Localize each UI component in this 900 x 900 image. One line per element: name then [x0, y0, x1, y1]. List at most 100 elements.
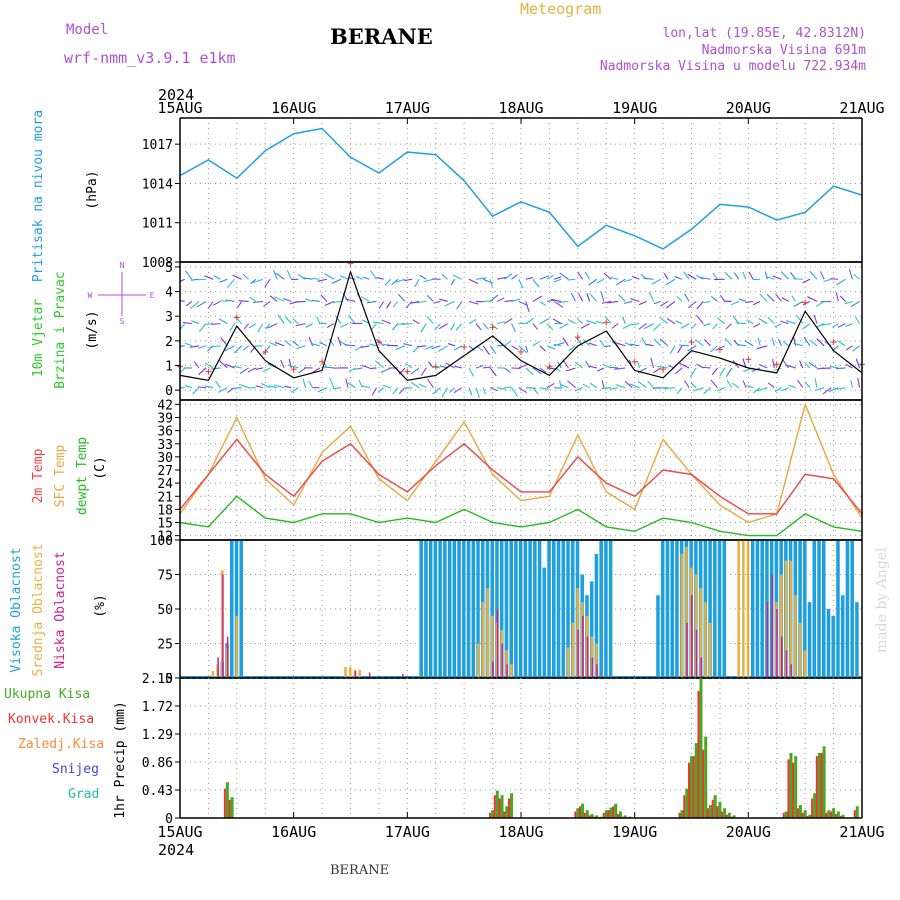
wind-arrow: [255, 367, 263, 370]
wind-arrow: [269, 295, 278, 302]
wind-arrow: [468, 387, 473, 396]
wind-arrow: [452, 274, 463, 280]
wind-arrow: [475, 387, 480, 398]
wind-arrow: [405, 301, 413, 309]
wind-arrow: [339, 275, 349, 280]
wind-arrow: [632, 275, 640, 280]
wind-arrow: [414, 278, 420, 288]
wind-arrow: [282, 297, 292, 302]
wind-arrow: [249, 296, 257, 302]
y-tick-label: 1.72: [142, 700, 173, 715]
precip-convective-bar: [602, 812, 605, 818]
precip-convective-bar: [688, 762, 690, 818]
precip-total-bar: [614, 803, 618, 818]
cloud-high-bar: [499, 540, 504, 678]
wind-arrow: [689, 367, 697, 378]
wind-arrow: [360, 296, 370, 302]
wind-arrow: [680, 323, 690, 329]
wind-arrow: [630, 298, 640, 302]
wind-arrow: [703, 338, 711, 347]
wind-arrow: [425, 345, 434, 350]
wind-arrow: [830, 278, 839, 280]
cloud-high-bar: [755, 540, 760, 678]
cloud-high-bar: [443, 540, 447, 678]
wind-arrow: [411, 300, 420, 304]
wind-arrow: [395, 345, 406, 351]
cloud-high-bar: [675, 540, 679, 678]
wind-arrow: [257, 323, 264, 333]
cloud-low-bar: [695, 629, 698, 678]
precip-total-bar: [694, 743, 698, 818]
cloud-mid-bar: [595, 643, 598, 678]
wind-arrow: [622, 316, 626, 324]
wind-arrow: [291, 387, 299, 393]
wind-arrow: [601, 387, 612, 390]
cloud-mid-bar: [235, 615, 238, 678]
cloud-mid-bar: [566, 647, 570, 678]
cloud-high-bar: [831, 615, 836, 678]
wind-arrow: [801, 323, 811, 330]
wind-arrow: [648, 291, 655, 302]
cloud-mid-bar: [344, 666, 347, 678]
wind-arrow: [231, 387, 242, 390]
wind-arrow: [331, 300, 342, 304]
wind-arrow: [574, 361, 583, 369]
cloud-high-bar: [604, 540, 608, 678]
wind-arrow: [497, 276, 507, 280]
wind-arrow: [344, 344, 356, 347]
cloud-low-bar: [577, 629, 579, 678]
station-coordinates: lon,lat (19.85E, 42.8312N): [663, 26, 867, 41]
wind-arrow: [799, 360, 804, 369]
wind-arrow: [438, 323, 448, 330]
wind-arrow: [546, 274, 554, 280]
wind-arrow: [395, 278, 406, 283]
date-label-top: 15AUG: [157, 99, 202, 117]
cloud-low-bar: [771, 574, 774, 678]
wind-arrow: [392, 301, 399, 308]
wind-arrow: [329, 377, 335, 388]
wind-arrow: [766, 294, 775, 302]
wind-arrow: [215, 380, 221, 388]
precip-total-bar: [841, 814, 845, 818]
y-tick-label: 12: [157, 530, 173, 545]
wind-arrow: [665, 278, 676, 286]
wind-arrow: [369, 343, 377, 347]
wind-arrow: [624, 342, 633, 347]
wind-arrow: [664, 387, 675, 390]
wind-arrow: [753, 323, 761, 328]
wind-arrow: [748, 271, 754, 280]
cloud-low-bar: [586, 636, 589, 678]
cloud-low-bar: [354, 671, 357, 678]
wind-arrow: [614, 342, 626, 347]
wind-arrow: [742, 271, 747, 280]
wind-arrow: [302, 378, 307, 388]
cloud-axis-label-3: Niska Oblacnost: [53, 551, 68, 668]
wind-arrow: [418, 383, 427, 389]
cloud-low-bar: [686, 622, 688, 678]
wind-arrow: [546, 299, 555, 302]
wind-arrow: [184, 342, 193, 347]
temp-axis-label-1: 2m Temp: [31, 448, 46, 503]
wind-arrow: [441, 274, 448, 280]
wind-arrow: [759, 293, 768, 302]
date-label-top: 17AUG: [385, 99, 430, 117]
wind-arrow: [191, 320, 200, 325]
precip-side-labels: Ukupna Kisa Konvek.Kisa Zaledj.Kisa Snij…: [4, 687, 128, 819]
wind-arrow: [468, 300, 479, 305]
wind-arrow: [646, 343, 654, 347]
wind-arrow: [848, 268, 854, 280]
precip-convective-bar: [503, 811, 506, 818]
wind-arrow: [392, 387, 399, 395]
wind-arrow: [328, 338, 335, 347]
wind-arrow: [855, 358, 861, 369]
wind-arrow: [504, 340, 511, 347]
wind-arrow: [803, 337, 811, 347]
cloud-low-bar: [217, 657, 219, 678]
wind-arrow: [312, 277, 320, 280]
wind-arrow: [511, 387, 519, 397]
precip-convective-bar: [612, 806, 615, 818]
cloud-low-bar: [596, 664, 598, 678]
wind-arrow: [780, 271, 789, 280]
wind-arrow: [732, 382, 740, 389]
precip-total-bar: [581, 803, 585, 818]
